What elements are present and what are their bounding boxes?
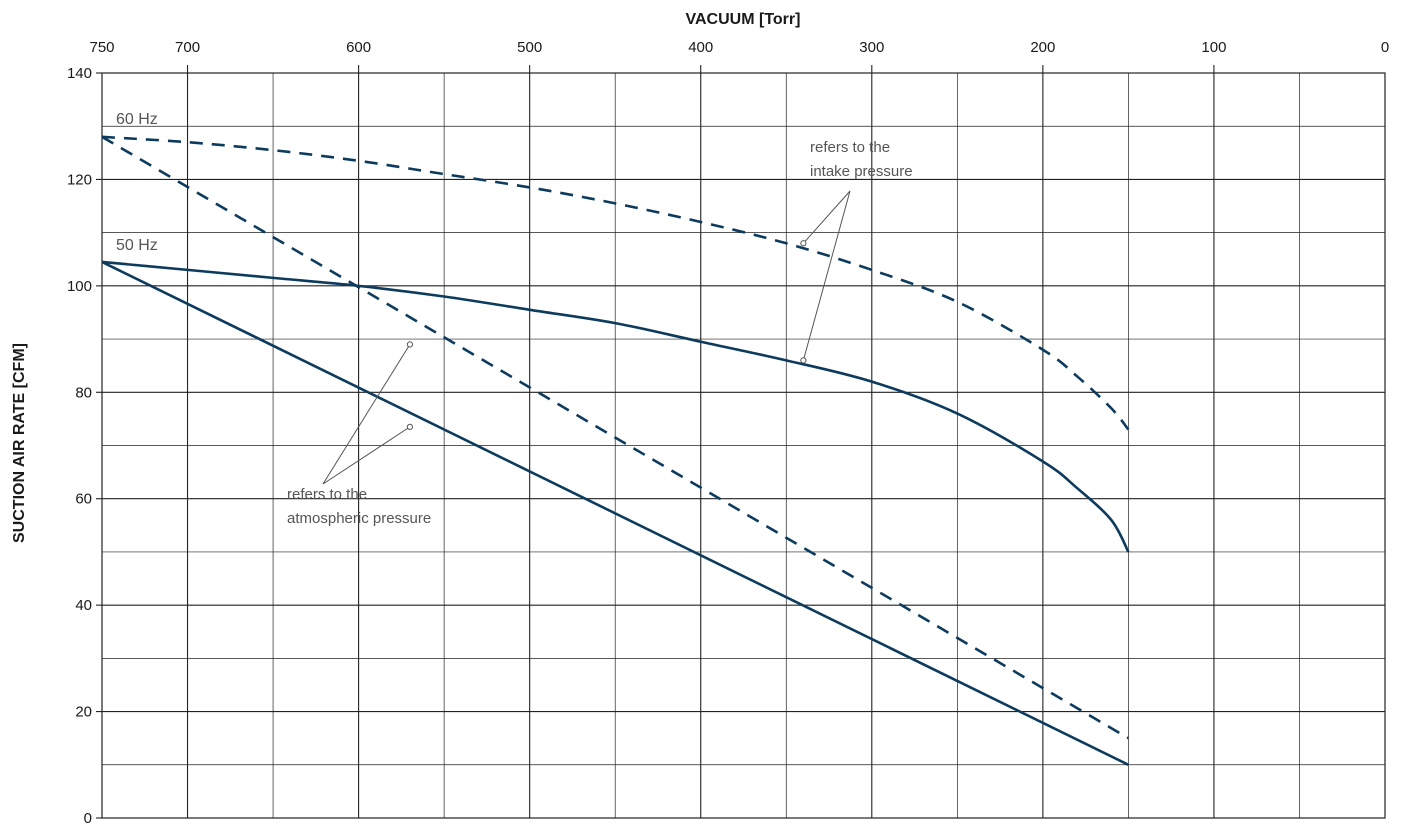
y-tick-label: 100	[67, 278, 92, 295]
annotation-intake-line-2: intake pressure	[810, 163, 913, 180]
x-tick-label: 400	[688, 39, 713, 56]
leader-intake-60hz	[803, 190, 851, 244]
leader-intake-60hz-dot	[800, 240, 807, 247]
x-tick-label: 0	[1381, 39, 1389, 56]
leader-atmospheric-60hz-dot	[406, 341, 414, 348]
x-tick-label: 300	[859, 39, 884, 56]
y-tick-label: 20	[75, 704, 92, 721]
y-axis-title: SUCTION AIR RATE [CFM]	[11, 343, 28, 543]
series-50hz-intake	[101, 260, 1130, 553]
series-label-60hz: 60 Hz	[116, 111, 158, 128]
y-tick-label: 0	[84, 810, 92, 824]
x-tick-label: 600	[346, 39, 371, 56]
annotation-intake-line-1: refers to the	[810, 139, 890, 156]
annotation-atmospheric-line-1: refers to the	[287, 486, 367, 503]
leader-atmospheric-50hz	[322, 426, 411, 485]
y-tick-label: 120	[67, 171, 92, 188]
y-tick-label: 60	[75, 491, 92, 508]
x-tick-label: 750	[89, 39, 114, 56]
y-tick-label: 40	[75, 597, 92, 614]
y-tick-label: 140	[67, 65, 92, 82]
leader-atmospheric-50hz-dot	[406, 423, 414, 430]
x-tick-label: 500	[517, 39, 542, 56]
series-60hz-atmospheric	[101, 135, 1130, 740]
series-60hz-intake	[101, 135, 1130, 431]
x-tick-label: 200	[1030, 39, 1055, 56]
annotation-leaders	[322, 190, 851, 485]
annotation-atmospheric-line-2: atmospheric pressure	[287, 510, 431, 527]
series-lines	[101, 135, 1130, 766]
leader-atmospheric-60hz	[322, 344, 411, 485]
y-tick-label: 80	[75, 384, 92, 401]
x-axis-title: VACUUM [Torr]	[686, 11, 801, 28]
leader-intake-50hz	[802, 190, 851, 361]
series-label-50hz: 50 Hz	[116, 237, 158, 254]
grid	[96, 65, 1386, 819]
leader-intake-50hz-dot	[800, 357, 807, 364]
series-50hz-atmospheric	[101, 260, 1129, 766]
tick-labels: 750 700 600 500 400 300 200 100 0 0 20 40 60 80 100 120…	[67, 39, 1389, 824]
x-tick-label: 100	[1201, 39, 1226, 56]
x-tick-label: 700	[175, 39, 200, 56]
